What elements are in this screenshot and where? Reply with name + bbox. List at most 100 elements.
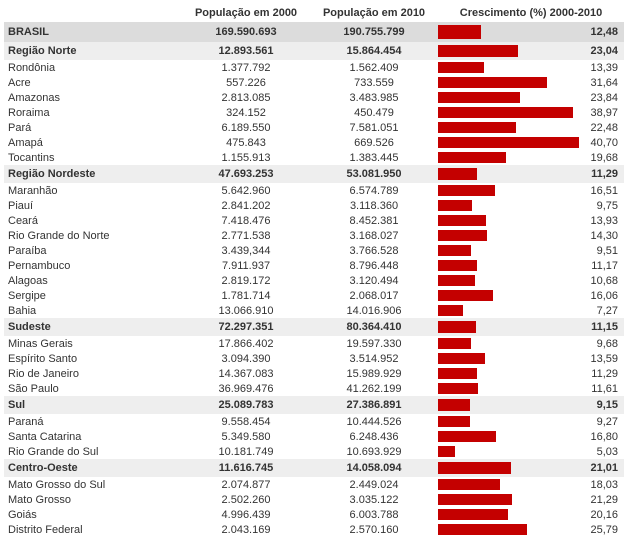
header-row: População em 2000 População em 2010 Cres…: [4, 4, 624, 22]
pop-2000: 169.590.693: [182, 22, 310, 42]
table-row: Rio Grande do Norte2.771.5383.168.02714,…: [4, 228, 624, 243]
growth-bar: [438, 524, 527, 535]
growth-pct: 5,03: [583, 444, 624, 459]
growth-bar-cell: [438, 303, 583, 318]
pop-2000: 1.155.913: [182, 150, 310, 165]
growth-bar-cell: [438, 492, 583, 507]
growth-pct: 10,68: [583, 273, 624, 288]
growth-bar-cell: [438, 459, 583, 477]
growth-pct: 12,48: [583, 22, 624, 42]
growth-bar-cell: [438, 444, 583, 459]
growth-bar: [438, 152, 506, 163]
pop-2010: 733.559: [310, 75, 438, 90]
table-row: Distrito Federal2.043.1692.570.16025,79: [4, 522, 624, 537]
growth-bar: [438, 45, 518, 57]
pop-2010: 14.058.094: [310, 459, 438, 477]
row-name: Bahia: [4, 303, 182, 318]
pop-2010: 19.597.330: [310, 336, 438, 351]
growth-bar: [438, 62, 484, 73]
growth-pct: 11,29: [583, 165, 624, 183]
growth-pct: 9,51: [583, 243, 624, 258]
growth-bar: [438, 416, 470, 427]
growth-bar-cell: [438, 60, 583, 75]
population-table: População em 2000 População em 2010 Cres…: [4, 4, 624, 537]
pop-2000: 2.841.202: [182, 198, 310, 213]
growth-bar: [438, 137, 579, 148]
growth-pct: 21,29: [583, 492, 624, 507]
growth-bar: [438, 368, 477, 379]
row-name: Santa Catarina: [4, 429, 182, 444]
table-row: Sudeste72.297.35180.364.41011,15: [4, 318, 624, 336]
pop-2000: 72.297.351: [182, 318, 310, 336]
growth-bar-cell: [438, 522, 583, 537]
row-name: Sul: [4, 396, 182, 414]
table-row: Amazonas2.813.0853.483.98523,84: [4, 90, 624, 105]
pop-2000: 9.558.454: [182, 414, 310, 429]
growth-bar: [438, 290, 493, 301]
growth-bar: [438, 185, 495, 196]
pop-2000: 17.866.402: [182, 336, 310, 351]
table-row: Paraíba3.439,3443.766.5289,51: [4, 243, 624, 258]
growth-bar: [438, 77, 547, 88]
pop-2000: 47.693.253: [182, 165, 310, 183]
growth-bar: [438, 200, 472, 211]
growth-bar-cell: [438, 198, 583, 213]
growth-bar-cell: [438, 273, 583, 288]
growth-pct: 9,75: [583, 198, 624, 213]
pop-2010: 41.262.199: [310, 381, 438, 396]
growth-bar: [438, 509, 508, 520]
growth-pct: 18,03: [583, 477, 624, 492]
growth-bar: [438, 305, 463, 316]
row-name: Espírito Santo: [4, 351, 182, 366]
growth-bar: [438, 353, 485, 364]
growth-pct: 11,29: [583, 366, 624, 381]
growth-pct: 16,06: [583, 288, 624, 303]
pop-2010: 6.003.788: [310, 507, 438, 522]
growth-pct: 19,68: [583, 150, 624, 165]
pop-2010: 15.989.929: [310, 366, 438, 381]
growth-bar-cell: [438, 507, 583, 522]
growth-pct: 9,68: [583, 336, 624, 351]
growth-pct: 38,97: [583, 105, 624, 120]
growth-pct: 13,93: [583, 213, 624, 228]
pop-2010: 3.483.985: [310, 90, 438, 105]
pop-2000: 13.066.910: [182, 303, 310, 318]
growth-pct: 9,27: [583, 414, 624, 429]
growth-bar: [438, 168, 477, 180]
growth-bar-cell: [438, 351, 583, 366]
pop-2010: 27.386.891: [310, 396, 438, 414]
growth-bar-cell: [438, 183, 583, 198]
row-name: Rondônia: [4, 60, 182, 75]
pop-2010: 7.581.051: [310, 120, 438, 135]
row-name: Ceará: [4, 213, 182, 228]
growth-bar: [438, 479, 500, 490]
growth-bar: [438, 107, 573, 118]
table-row: Tocantins1.155.9131.383.44519,68: [4, 150, 624, 165]
col-pop2000: População em 2000: [182, 4, 310, 22]
row-name: Região Norte: [4, 42, 182, 60]
pop-2000: 2.502.260: [182, 492, 310, 507]
growth-bar: [438, 92, 520, 103]
growth-pct: 13,39: [583, 60, 624, 75]
pop-2000: 1.781.714: [182, 288, 310, 303]
table-row: Santa Catarina5.349.5806.248.43616,80: [4, 429, 624, 444]
growth-pct: 25,79: [583, 522, 624, 537]
growth-pct: 20,16: [583, 507, 624, 522]
growth-pct: 22,48: [583, 120, 624, 135]
growth-bar-cell: [438, 228, 583, 243]
pop-2000: 10.181.749: [182, 444, 310, 459]
pop-2000: 475.843: [182, 135, 310, 150]
row-name: Mato Grosso do Sul: [4, 477, 182, 492]
pop-2010: 450.479: [310, 105, 438, 120]
table-row: São Paulo36.969.47641.262.19911,61: [4, 381, 624, 396]
table-row: Pernambuco7.911.9378.796.44811,17: [4, 258, 624, 273]
growth-pct: 21,01: [583, 459, 624, 477]
table-row: Centro-Oeste11.616.74514.058.09421,01: [4, 459, 624, 477]
pop-2010: 2.449.024: [310, 477, 438, 492]
table-row: Acre557.226733.55931,64: [4, 75, 624, 90]
table-row: Roraima324.152450.47938,97: [4, 105, 624, 120]
pop-2010: 3.120.494: [310, 273, 438, 288]
table-row: Bahia13.066.91014.016.9067,27: [4, 303, 624, 318]
growth-bar: [438, 462, 511, 474]
growth-pct: 23,84: [583, 90, 624, 105]
